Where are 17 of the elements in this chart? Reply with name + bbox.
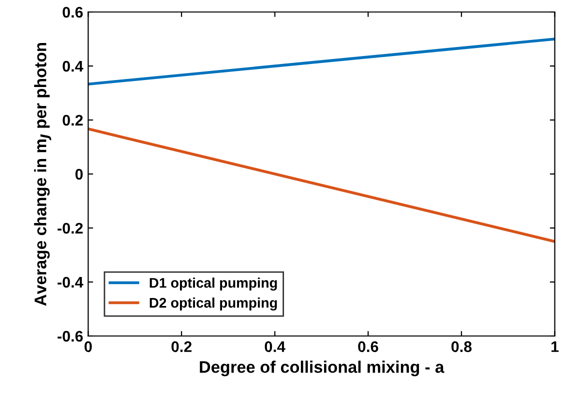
y-tick-label: -0.6 (58, 330, 83, 342)
x-tick-label: 0.8 (451, 341, 472, 352)
legend-label: D2 optical pumping (150, 298, 277, 311)
x-axis-title: Degree of collisional mixing - a (200, 360, 444, 376)
y-tick-label: 0.6 (62, 6, 83, 18)
y-tick-label: 0.2 (62, 114, 83, 126)
x-tick-label: 0.4 (264, 341, 286, 352)
y-tick-label: -0.4 (58, 276, 84, 288)
y-tick-label: 0 (75, 168, 83, 180)
y-tick-label: 0.4 (62, 60, 84, 72)
y-tick-label: -0.2 (58, 222, 83, 234)
y-axis-title: Average change in m$_{J}$ per photon (34, 42, 52, 306)
x-tick-label: 1 (551, 341, 559, 352)
x-tick-label: 0 (84, 341, 92, 352)
legend-label: D1 optical pumping (150, 278, 277, 291)
x-tick-label: 0.6 (358, 341, 378, 352)
x-tick-label: 0.2 (171, 341, 192, 352)
